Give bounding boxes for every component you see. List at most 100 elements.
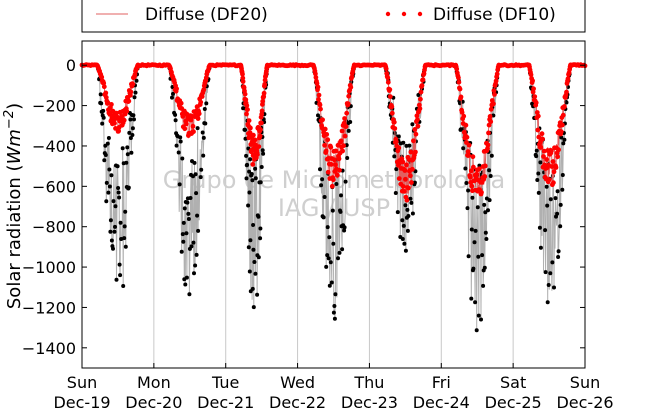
global-point-460	[556, 249, 561, 254]
global-point-268	[348, 120, 353, 124]
df10-point-608	[492, 92, 497, 97]
x-tick-label-day-3: Wed	[280, 373, 315, 392]
global-point-130	[201, 135, 206, 140]
df10-point-447	[389, 110, 395, 116]
df10-point-344	[318, 106, 323, 112]
df10-point-343	[317, 102, 323, 108]
df10-point-607	[491, 88, 497, 93]
global-point-445	[545, 300, 550, 305]
df10-point-355	[323, 148, 329, 154]
global-point-122	[194, 252, 199, 257]
global-point-181	[253, 176, 258, 181]
df10-point-356	[324, 132, 330, 137]
global-point-360	[464, 181, 469, 185]
global-point-451	[550, 260, 555, 265]
df10-point-374	[333, 148, 339, 154]
global-point-190	[258, 236, 263, 241]
df10-point-555	[463, 122, 469, 128]
global-point-199	[261, 151, 266, 156]
df10-point-471	[402, 189, 407, 194]
df10-point-187	[203, 75, 209, 81]
df10-point-32	[105, 100, 111, 105]
df10-point-613	[494, 71, 500, 77]
global-point-84	[173, 112, 178, 117]
global-point-98	[181, 220, 186, 225]
global-point-242	[332, 316, 337, 321]
df10-point-403	[348, 84, 354, 90]
df10-point-438	[385, 75, 391, 81]
df10-point-283	[260, 98, 266, 104]
global-point-116	[191, 240, 196, 245]
df10-point-668	[541, 148, 547, 154]
global-point-40	[118, 273, 123, 278]
df10-point-439	[385, 79, 391, 85]
global-point-34	[114, 277, 119, 282]
global-point-111	[188, 196, 193, 200]
y-tick-label-3: −600	[32, 177, 76, 196]
global-point-91	[177, 182, 182, 187]
df10-point-371	[332, 157, 337, 163]
global-point-371	[471, 266, 476, 271]
df10-point-452	[392, 126, 398, 131]
global-point-303	[400, 218, 405, 223]
global-point-26	[109, 238, 114, 243]
df10-point-548	[459, 110, 465, 115]
df10-point-703	[559, 122, 565, 128]
df10-point-176	[198, 99, 204, 105]
df10-point-352	[322, 142, 327, 148]
df10-point-287	[261, 90, 267, 96]
global-point-444	[545, 203, 550, 208]
x-tick-label-date-2: Dec-21	[197, 393, 254, 409]
df10-point-161	[190, 123, 196, 129]
global-point-458	[555, 189, 560, 194]
df10-point-234	[244, 111, 249, 117]
series-df10	[79, 62, 588, 203]
df10-point-279	[259, 120, 264, 126]
df10-point-498	[415, 123, 421, 129]
global-point-183	[255, 292, 260, 297]
global-point-158	[245, 162, 250, 167]
y-axis-ticks: 0 −200 −400 −600 −800 −1000 −1200 −1400	[22, 56, 585, 358]
global-point-234	[327, 283, 332, 288]
global-point-464	[559, 135, 564, 140]
df10-point-373	[333, 162, 338, 168]
global-point-241	[332, 304, 337, 308]
df10-point-665	[540, 136, 545, 142]
df10-point-340	[316, 97, 321, 102]
global-point-468	[561, 141, 566, 146]
df10-point-389	[341, 143, 346, 149]
df10-point-653	[533, 100, 539, 106]
df10-point-242	[246, 118, 252, 123]
df10-point-348	[320, 117, 325, 123]
global-point-166	[248, 157, 253, 162]
x-tick-label-day-0: Sun	[67, 373, 97, 392]
global-point-164	[247, 190, 252, 195]
global-point-374	[473, 300, 478, 305]
global-point-18	[105, 141, 110, 146]
global-point-377	[475, 205, 480, 210]
global-point-126	[198, 175, 203, 180]
global-point-179	[253, 166, 258, 171]
df10-point-81	[130, 81, 136, 87]
df10-point-359	[325, 169, 331, 175]
y-tick-label-0: 0	[66, 56, 76, 75]
global-point-170	[249, 172, 254, 176]
global-point-427	[534, 148, 539, 153]
grid-lines	[153, 41, 514, 368]
global-point-90	[176, 150, 181, 155]
global-point-175	[251, 305, 256, 310]
global-point-53	[125, 152, 130, 157]
df10-point-584	[479, 190, 484, 195]
df10-point-405	[349, 74, 355, 80]
global-point-247	[336, 256, 340, 261]
df10-point-353	[322, 126, 328, 132]
df10-point-59	[119, 114, 125, 119]
global-point-124	[195, 126, 200, 131]
df10-point-468	[400, 159, 406, 165]
global-point-392	[483, 230, 488, 235]
global-point-24	[108, 218, 113, 223]
df10-point-173	[196, 111, 202, 117]
global-point-378	[476, 254, 481, 259]
global-point-447	[546, 283, 551, 287]
